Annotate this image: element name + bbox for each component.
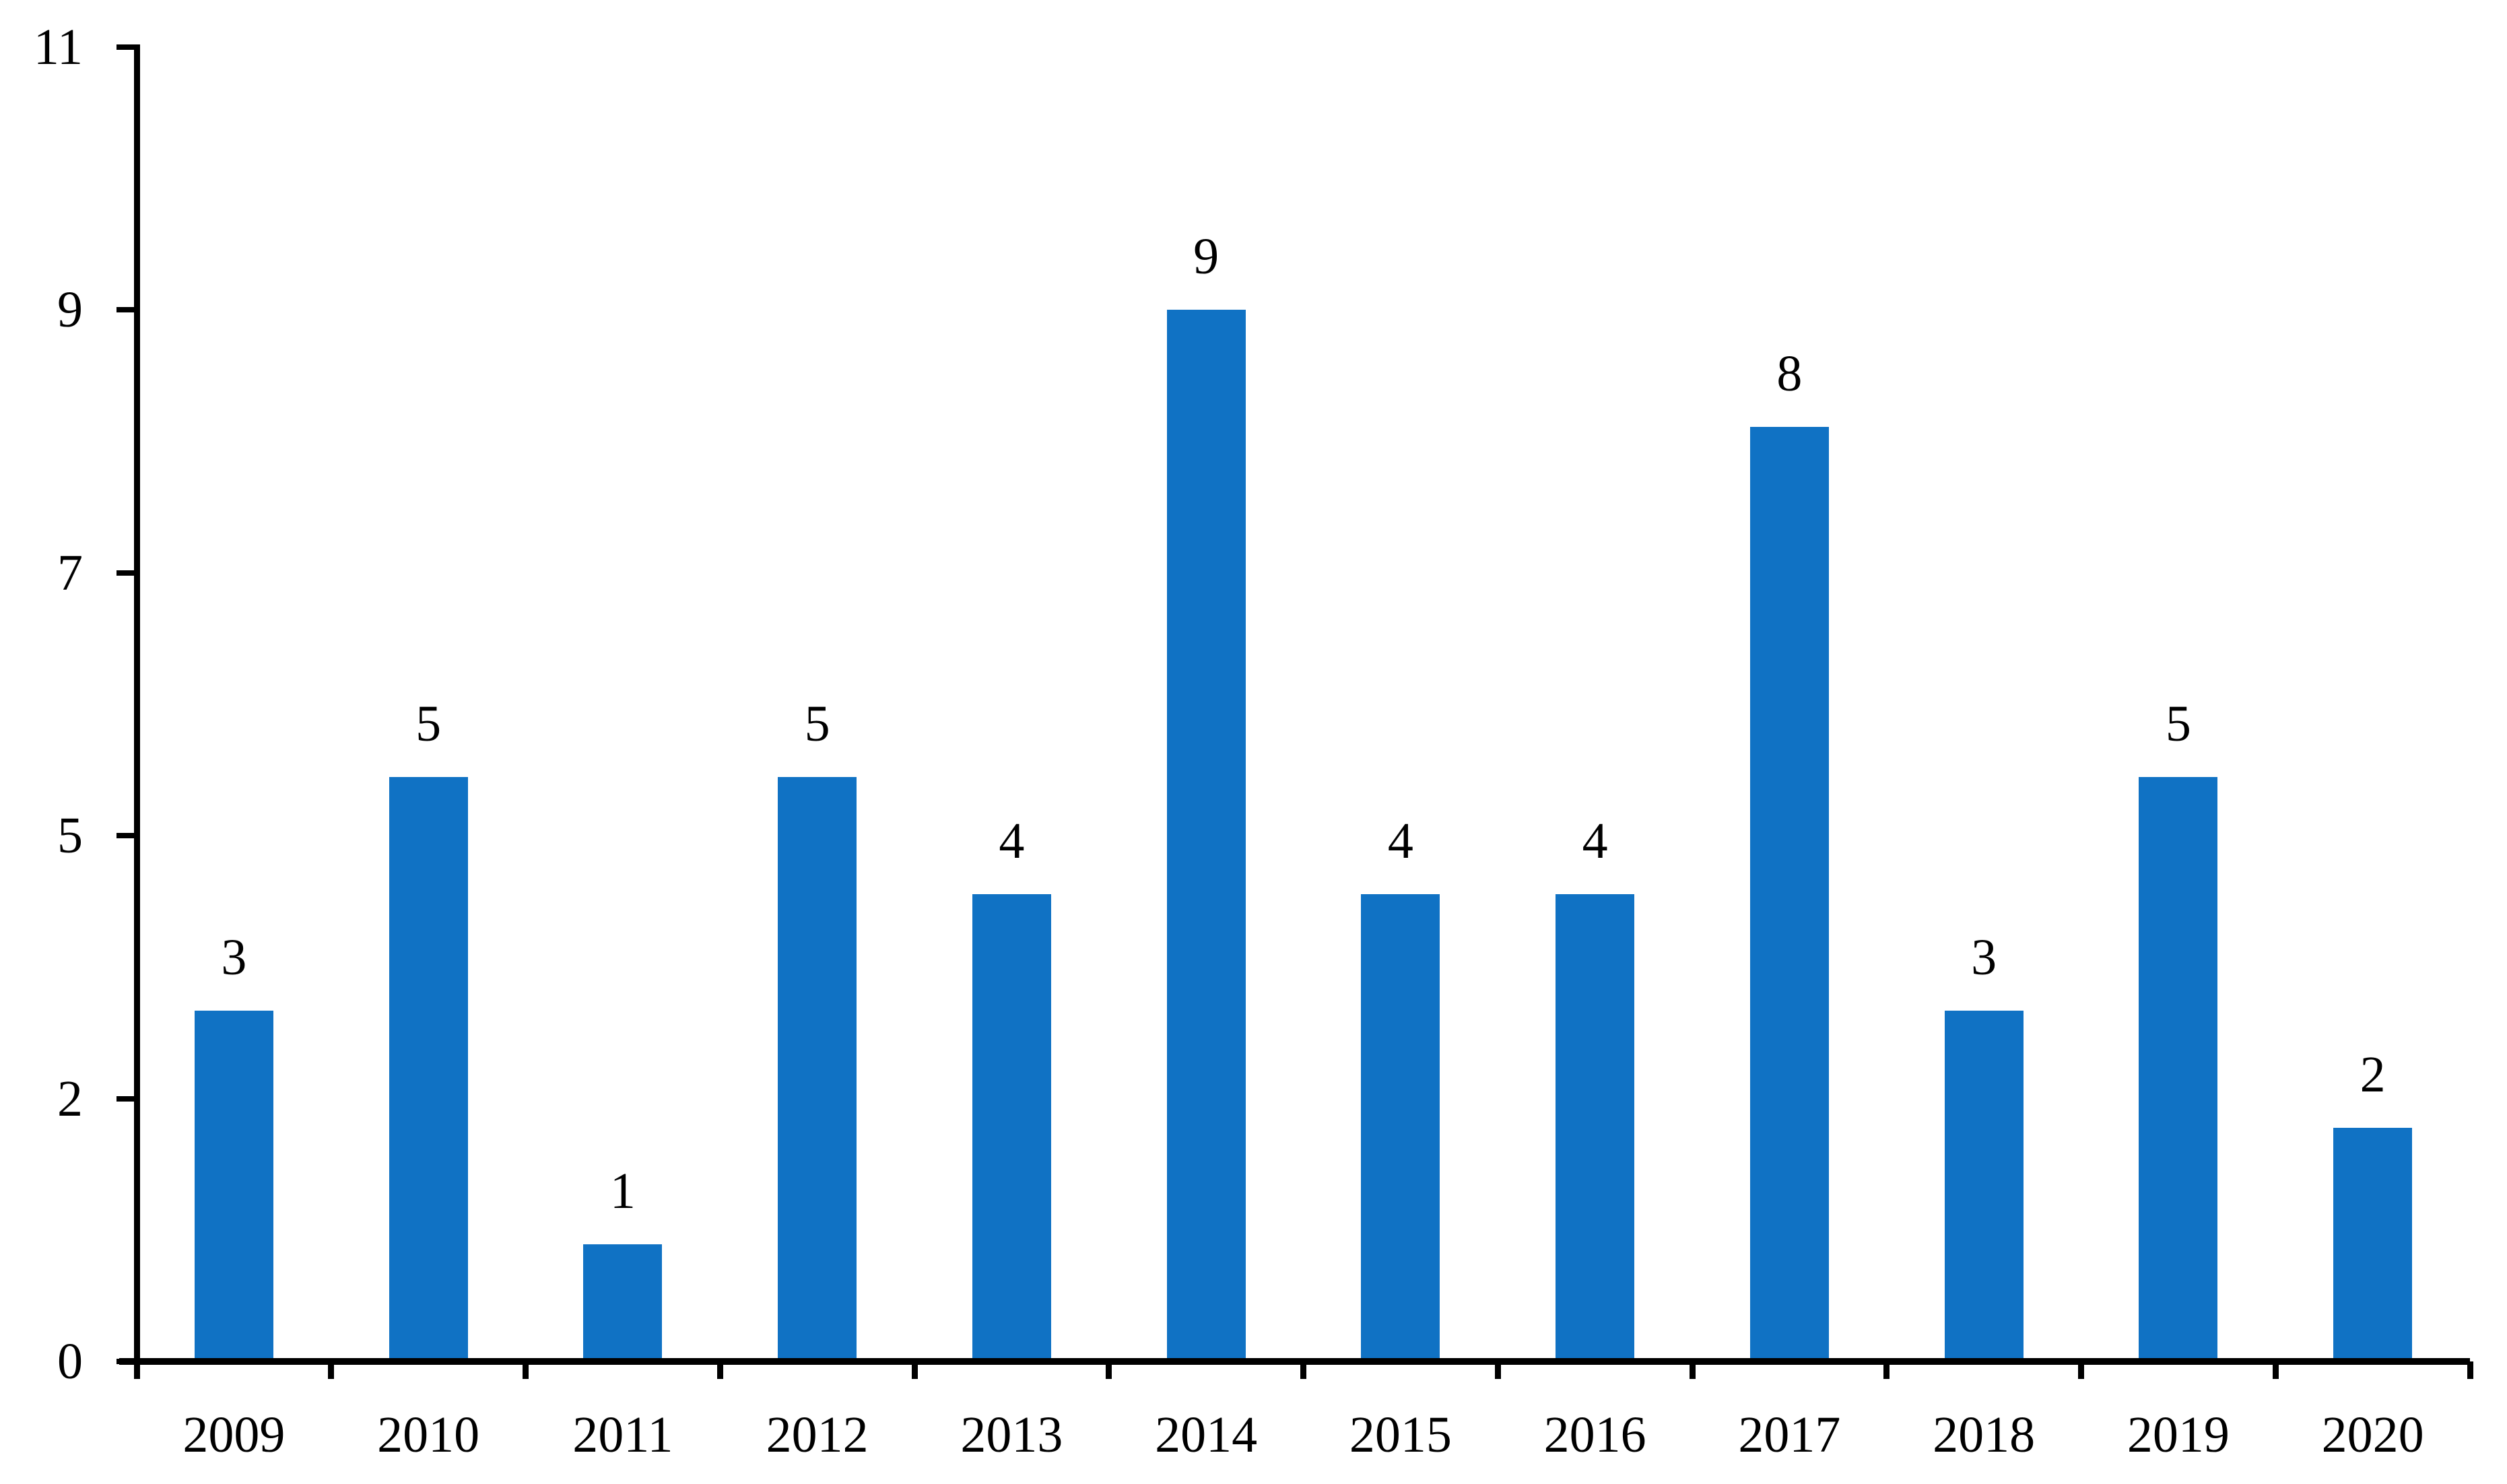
bar-value-label: 4 bbox=[1582, 812, 1608, 869]
x-axis-label: 2011 bbox=[572, 1407, 673, 1463]
y-tick bbox=[116, 833, 137, 839]
bar-value-label: 4 bbox=[999, 812, 1025, 869]
bar-value-label: 1 bbox=[609, 1163, 636, 1220]
bar-value-label: 9 bbox=[1193, 228, 1219, 285]
bar-2013 bbox=[972, 893, 1051, 1358]
bar-2011 bbox=[583, 1244, 663, 1358]
bar-2009 bbox=[194, 1011, 273, 1358]
x-axis-label: 2013 bbox=[960, 1407, 1063, 1463]
x-tick bbox=[1689, 1361, 1696, 1379]
x-tick bbox=[1883, 1361, 1890, 1379]
y-tick bbox=[116, 570, 137, 576]
x-tick bbox=[1106, 1361, 1112, 1379]
x-tick bbox=[911, 1361, 918, 1379]
x-tick bbox=[328, 1361, 335, 1379]
x-axis-label: 2018 bbox=[1933, 1407, 2036, 1463]
bar-2019 bbox=[2139, 777, 2218, 1358]
bar-2012 bbox=[778, 777, 857, 1358]
y-tick-label: 9 bbox=[57, 281, 83, 339]
y-tick-label: 7 bbox=[57, 544, 83, 601]
bar-2017 bbox=[1749, 426, 1829, 1358]
bar-value-label: 4 bbox=[1387, 812, 1413, 869]
x-tick bbox=[716, 1361, 723, 1379]
y-tick-label: 11 bbox=[33, 19, 83, 75]
y-tick bbox=[116, 1095, 137, 1102]
bar-2014 bbox=[1166, 310, 1246, 1358]
bar-2015 bbox=[1361, 893, 1440, 1358]
x-axis-label: 2014 bbox=[1155, 1407, 1258, 1463]
x-axis-line bbox=[119, 1358, 2470, 1365]
x-tick bbox=[1300, 1361, 1306, 1379]
x-tick bbox=[1494, 1361, 1501, 1379]
x-tick bbox=[2272, 1361, 2279, 1379]
y-tick bbox=[116, 44, 137, 50]
y-tick bbox=[116, 307, 137, 313]
y-axis-line bbox=[133, 44, 140, 1379]
y-tick-label: 5 bbox=[57, 807, 83, 865]
x-tick bbox=[523, 1361, 529, 1379]
x-axis-label: 2017 bbox=[1738, 1407, 1841, 1463]
x-axis-label: 2009 bbox=[182, 1407, 286, 1463]
bar-value-label: 5 bbox=[415, 696, 442, 753]
bar-value-label: 2 bbox=[2360, 1046, 2386, 1103]
x-axis-label: 2012 bbox=[766, 1407, 869, 1463]
x-tick bbox=[2467, 1361, 2473, 1379]
bar-2016 bbox=[1556, 893, 1635, 1358]
bar-value-label: 3 bbox=[1971, 929, 1997, 986]
bar-value-label: 3 bbox=[221, 929, 247, 986]
bar-2020 bbox=[2333, 1127, 2413, 1358]
y-tick bbox=[116, 1359, 137, 1364]
x-axis-label: 2020 bbox=[2321, 1407, 2424, 1463]
x-tick bbox=[2078, 1361, 2084, 1379]
x-axis-label: 2015 bbox=[1349, 1407, 1452, 1463]
bar-value-label: 5 bbox=[804, 696, 830, 753]
y-tick-label: 2 bbox=[57, 1070, 83, 1127]
bar-value-label: 8 bbox=[1776, 345, 1803, 402]
x-axis-label: 2019 bbox=[2127, 1407, 2230, 1463]
x-axis-label: 2016 bbox=[1543, 1407, 1646, 1463]
x-tick bbox=[133, 1361, 140, 1379]
bar-2018 bbox=[1944, 1011, 2024, 1358]
x-axis-label: 2010 bbox=[377, 1407, 480, 1463]
bar-2010 bbox=[389, 777, 468, 1358]
bar-value-label: 5 bbox=[2165, 696, 2191, 753]
y-tick-label: 0 bbox=[57, 1333, 83, 1390]
